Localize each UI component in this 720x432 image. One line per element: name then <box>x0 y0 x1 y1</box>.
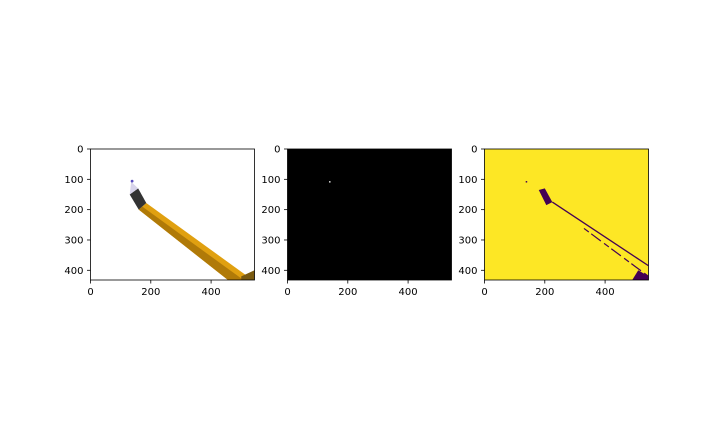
y-tick-label: 200 <box>458 205 477 216</box>
axes-frame <box>287 148 452 281</box>
axes-frame <box>484 148 649 281</box>
axes-frame <box>90 148 255 281</box>
pencil-tip <box>129 181 139 195</box>
label-tip-pixel <box>525 181 528 183</box>
image-content <box>329 181 331 183</box>
y-tick-label: 300 <box>64 235 83 246</box>
pencil-body <box>138 202 253 280</box>
x-tick-label: 0 <box>284 287 290 298</box>
y-tick-label: 300 <box>458 235 477 246</box>
pencil-lead <box>130 179 134 183</box>
x-tick-label: 0 <box>87 287 93 298</box>
y-tick-label: 200 <box>64 205 83 216</box>
y-tick-label: 400 <box>64 266 83 277</box>
x-tick-label: 200 <box>535 287 554 298</box>
panel-original: 0 200 400 0 100 200 300 400 <box>64 145 255 298</box>
y-tick-label: 0 <box>274 145 280 156</box>
pencil-body-shade <box>138 206 244 280</box>
panel-binary-mask: 0 200 400 0 100 200 300 400 <box>261 145 452 298</box>
label-edge-upper <box>551 201 649 267</box>
image-background <box>484 149 649 280</box>
x-tick-label: 200 <box>141 287 160 298</box>
y-tick-label: 100 <box>458 175 477 186</box>
label-region-end <box>632 270 649 280</box>
y-tick-label: 200 <box>261 205 280 216</box>
y-tick-label: 300 <box>261 235 280 246</box>
x-tick-label: 0 <box>481 287 487 298</box>
y-tick-label: 0 <box>77 145 83 156</box>
y-tick-label: 100 <box>261 175 280 186</box>
label-edge-lower <box>583 227 649 277</box>
mask-highlight-pixel <box>329 181 331 183</box>
pencil-ferrule <box>129 188 147 210</box>
image-background <box>90 149 255 280</box>
y-tick-label: 0 <box>471 145 477 156</box>
y-tick-label: 100 <box>64 175 83 186</box>
x-tick-label: 400 <box>399 287 418 298</box>
panel-label-map: 0 200 400 0 100 200 300 400 <box>458 145 649 298</box>
y-tick-label: 400 <box>261 266 280 277</box>
image-content <box>129 179 255 280</box>
image-background <box>287 149 452 280</box>
x-tick-label: 400 <box>202 287 221 298</box>
label-region-ferrule <box>538 188 553 206</box>
image-content <box>525 181 649 280</box>
x-tick-label: 400 <box>596 287 615 298</box>
x-tick-label: 200 <box>338 287 357 298</box>
pencil-end <box>241 270 255 280</box>
y-tick-label: 400 <box>458 266 477 277</box>
